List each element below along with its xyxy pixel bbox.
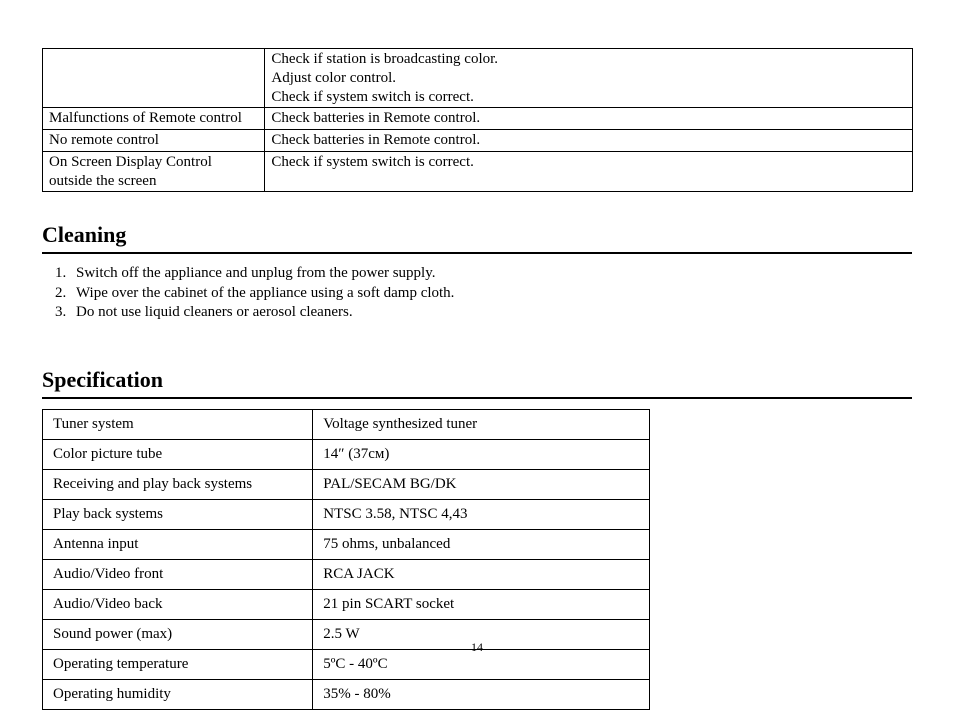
solution-cell: Check batteries in Remote control. — [265, 130, 913, 152]
spec-name: Play back systems — [43, 499, 313, 529]
specification-body: Tuner systemVoltage synthesized tunerCol… — [43, 409, 650, 709]
spec-value: 75 ohms, unbalanced — [313, 529, 650, 559]
troubleshoot-body: Check if station is broadcasting color.A… — [43, 49, 913, 192]
problem-cell: No remote control — [43, 130, 265, 152]
solution-cell: Check if system switch is correct. — [265, 151, 913, 192]
list-item: Wipe over the cabinet of the appliance u… — [70, 284, 912, 304]
table-row: Color picture tube14″ (37см) — [43, 439, 650, 469]
page: Check if station is broadcasting color.A… — [0, 0, 954, 675]
solution-cell: Check if station is broadcasting color.A… — [265, 49, 913, 108]
specification-heading: Specification — [42, 367, 912, 393]
table-row: Play back systemsNTSC 3.58, NTSC 4,43 — [43, 499, 650, 529]
specification-rule — [42, 397, 912, 399]
specification-section: Specification Tuner systemVoltage synthe… — [42, 367, 912, 710]
spec-name: Operating humidity — [43, 679, 313, 709]
list-item: Do not use liquid cleaners or aerosol cl… — [70, 303, 912, 323]
cleaning-rule — [42, 252, 912, 254]
spec-name: Antenna input — [43, 529, 313, 559]
spec-value: 35% - 80% — [313, 679, 650, 709]
problem-cell: On Screen Display Control outside the sc… — [43, 151, 265, 192]
cleaning-heading: Cleaning — [42, 222, 912, 248]
problem-cell — [43, 49, 265, 108]
solution-line: Check batteries in Remote control. — [271, 109, 906, 128]
solution-line: Check if system switch is correct. — [271, 153, 906, 172]
problem-cell: Malfunctions of Remote control — [43, 108, 265, 130]
troubleshoot-table: Check if station is broadcasting color.A… — [42, 48, 913, 192]
solution-cell: Check batteries in Remote control. — [265, 108, 913, 130]
table-row: Check if station is broadcasting color.A… — [43, 49, 913, 108]
table-row: Audio/Video back21 pin SCART socket — [43, 589, 650, 619]
table-row: Receiving and play back systemsPAL/SECAM… — [43, 469, 650, 499]
spec-name: Receiving and play back systems — [43, 469, 313, 499]
solution-line: Adjust color control. — [271, 69, 906, 88]
solution-line: Check batteries in Remote control. — [271, 131, 906, 150]
spec-name: Audio/Video front — [43, 559, 313, 589]
list-item: Switch off the appliance and unplug from… — [70, 264, 912, 284]
solution-line: Check if system switch is correct. — [271, 88, 906, 107]
table-row: No remote control Check batteries in Remo… — [43, 130, 913, 152]
spec-value: RCA JACK — [313, 559, 650, 589]
spec-value: 21 pin SCART socket — [313, 589, 650, 619]
table-row: Audio/Video frontRCA JACK — [43, 559, 650, 589]
spec-name: Color picture tube — [43, 439, 313, 469]
table-row: Tuner systemVoltage synthesized tuner — [43, 409, 650, 439]
page-number: 14 — [0, 640, 954, 655]
table-row: Antenna input75 ohms, unbalanced — [43, 529, 650, 559]
spec-value: Voltage synthesized tuner — [313, 409, 650, 439]
table-row: Malfunctions of Remote control Check batt… — [43, 108, 913, 130]
solution-line: Check if station is broadcasting color. — [271, 50, 906, 69]
spec-name: Audio/Video back — [43, 589, 313, 619]
cleaning-section: Cleaning Switch off the appliance and un… — [42, 222, 912, 323]
specification-table: Tuner systemVoltage synthesized tunerCol… — [42, 409, 650, 710]
table-row: On Screen Display Control outside the sc… — [43, 151, 913, 192]
spec-name: Tuner system — [43, 409, 313, 439]
cleaning-list: Switch off the appliance and unplug from… — [42, 264, 912, 323]
table-row: Operating humidity35% - 80% — [43, 679, 650, 709]
spec-value: NTSC 3.58, NTSC 4,43 — [313, 499, 650, 529]
spec-value: PAL/SECAM BG/DK — [313, 469, 650, 499]
spec-value: 14″ (37см) — [313, 439, 650, 469]
